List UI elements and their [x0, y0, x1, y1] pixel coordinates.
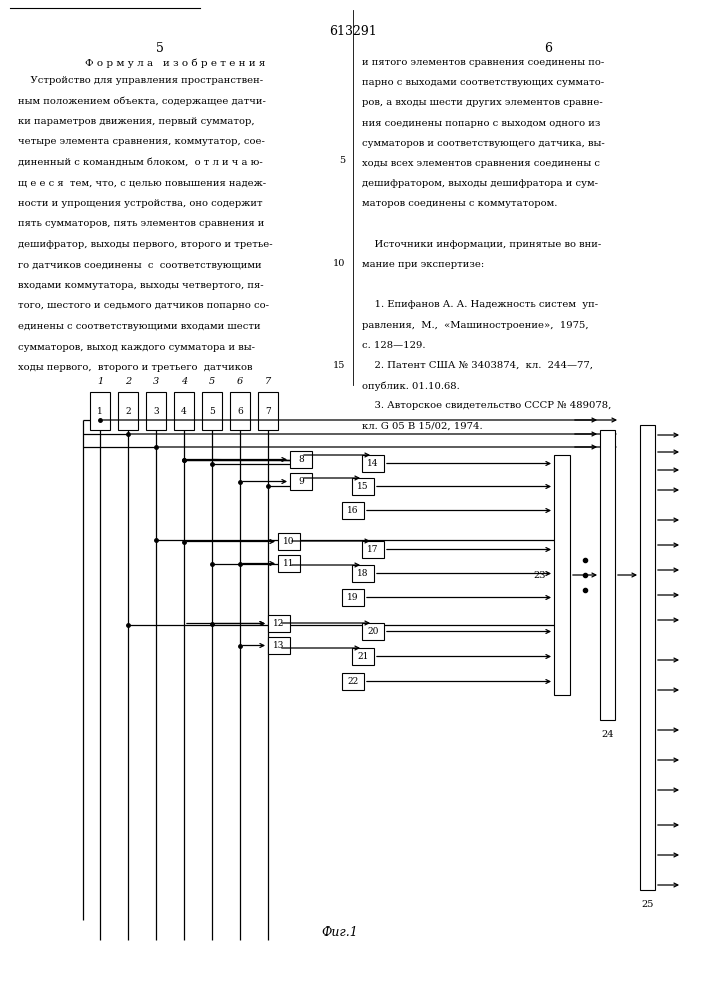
Text: кл. G 05 B 15/02, 1974.: кл. G 05 B 15/02, 1974. — [362, 422, 483, 431]
Text: Источники информации, принятые во вни-: Источники информации, принятые во вни- — [362, 240, 601, 249]
Bar — [352, 478, 374, 495]
Text: 24: 24 — [601, 730, 614, 739]
Text: 3: 3 — [153, 377, 159, 386]
Text: ния соединены попарно с выходом одного из: ния соединены попарно с выходом одного и… — [362, 119, 600, 128]
Text: Ф о р м у л а   и з о б р е т е н и я: Ф о р м у л а и з о б р е т е н и я — [85, 58, 265, 68]
Text: 25: 25 — [641, 900, 654, 909]
Bar — [258, 392, 278, 430]
Text: 15: 15 — [332, 361, 345, 370]
Text: и пятого элементов сравнения соединены по-: и пятого элементов сравнения соединены п… — [362, 58, 604, 67]
Text: 17: 17 — [367, 545, 379, 554]
Bar — [290, 451, 312, 468]
Bar — [278, 533, 300, 550]
Text: 1: 1 — [97, 406, 103, 416]
Text: 9: 9 — [298, 477, 304, 486]
Text: 16: 16 — [347, 506, 358, 515]
Text: 8: 8 — [298, 455, 304, 464]
Text: равления,  М.,  «Машиностроение»,  1975,: равления, М., «Машиностроение», 1975, — [362, 321, 589, 330]
Text: 5: 5 — [339, 156, 345, 165]
Text: 3: 3 — [153, 406, 159, 416]
Bar — [268, 615, 290, 632]
Text: сумматоров, выход каждого сумматора и вы-: сумматоров, выход каждого сумматора и вы… — [18, 342, 255, 352]
Text: 6: 6 — [544, 42, 552, 55]
Text: диненный с командным блоком,  о т л и ч а ю-: диненный с командным блоком, о т л и ч а… — [18, 158, 263, 167]
Text: 1: 1 — [97, 377, 103, 386]
Bar — [342, 502, 364, 519]
Text: того, шестого и седьмого датчиков попарно со-: того, шестого и седьмого датчиков попарн… — [18, 302, 269, 310]
Text: ходы первого,  второго и третьего  датчиков: ходы первого, второго и третьего датчико… — [18, 363, 252, 372]
Text: 7: 7 — [265, 377, 271, 386]
Text: щ е е с я  тем, что, с целью повышения надеж-: щ е е с я тем, что, с целью повышения на… — [18, 178, 266, 188]
Text: единены с соответствующими входами шести: единены с соответствующими входами шести — [18, 322, 261, 331]
Bar — [90, 392, 110, 430]
Text: ров, а входы шести других элементов сравне-: ров, а входы шести других элементов срав… — [362, 98, 603, 107]
Text: 5: 5 — [209, 377, 215, 386]
Text: четыре элемента сравнения, коммутатор, сое-: четыре элемента сравнения, коммутатор, с… — [18, 137, 265, 146]
Text: 20: 20 — [368, 627, 379, 636]
Text: 19: 19 — [347, 593, 358, 602]
Text: 14: 14 — [367, 459, 379, 468]
Bar — [278, 555, 300, 572]
Bar — [600, 430, 615, 720]
Text: 6: 6 — [237, 406, 243, 416]
Text: 21: 21 — [357, 652, 368, 661]
Text: 3. Авторское свидетельство СССР № 489078,: 3. Авторское свидетельство СССР № 489078… — [362, 401, 612, 410]
Text: ходы всех элементов сравнения соединены с: ходы всех элементов сравнения соединены … — [362, 159, 600, 168]
Text: 10: 10 — [284, 537, 295, 546]
Text: 6: 6 — [237, 377, 243, 386]
Text: го датчиков соединены  с  соответствующими: го датчиков соединены с соответствующими — [18, 260, 262, 269]
Text: 4: 4 — [181, 377, 187, 386]
Bar — [118, 392, 138, 430]
Text: 22: 22 — [347, 677, 358, 686]
Bar — [362, 541, 384, 558]
Text: 10: 10 — [332, 258, 345, 267]
Text: мание при экспертизе:: мание при экспертизе: — [362, 260, 484, 269]
Bar — [268, 637, 290, 654]
Text: пять сумматоров, пять элементов сравнения и: пять сумматоров, пять элементов сравнени… — [18, 220, 264, 229]
Text: сумматоров и соответствующего датчика, вы-: сумматоров и соответствующего датчика, в… — [362, 139, 604, 148]
Bar — [230, 392, 250, 430]
Bar — [352, 648, 374, 665]
Text: 11: 11 — [284, 559, 295, 568]
Bar — [352, 565, 374, 582]
Text: опублик. 01.10.68.: опублик. 01.10.68. — [362, 381, 460, 391]
Text: 7: 7 — [265, 406, 271, 416]
Text: Фиг.1: Фиг.1 — [322, 926, 358, 938]
Text: 13: 13 — [274, 641, 285, 650]
Text: входами коммутатора, выходы четвертого, пя-: входами коммутатора, выходы четвертого, … — [18, 281, 264, 290]
Text: Устройство для управления пространствен-: Устройство для управления пространствен- — [18, 76, 263, 85]
Bar — [554, 455, 570, 695]
Text: парно с выходами соответствующих суммато-: парно с выходами соответствующих суммато… — [362, 78, 604, 87]
Text: 5: 5 — [209, 406, 215, 416]
Text: ности и упрощения устройства, оно содержит: ности и упрощения устройства, оно содерж… — [18, 199, 262, 208]
Text: ным положением объекта, содержащее датчи-: ным положением объекта, содержащее датчи… — [18, 97, 266, 106]
Bar — [342, 673, 364, 690]
Text: с. 128—129.: с. 128—129. — [362, 341, 426, 350]
Text: 613291: 613291 — [329, 25, 377, 38]
Text: 4: 4 — [181, 406, 187, 416]
Text: 1. Епифанов А. А. Надежность систем  уп-: 1. Епифанов А. А. Надежность систем уп- — [362, 300, 598, 309]
Bar — [146, 392, 166, 430]
Text: 12: 12 — [274, 619, 285, 628]
Text: 23: 23 — [534, 570, 546, 580]
Bar — [202, 392, 222, 430]
Bar — [362, 623, 384, 640]
Text: 2: 2 — [125, 377, 131, 386]
Text: ки параметров движения, первый сумматор,: ки параметров движения, первый сумматор, — [18, 117, 255, 126]
Text: дешифратором, выходы дешифратора и сум-: дешифратором, выходы дешифратора и сум- — [362, 179, 598, 188]
Text: 2. Патент США № 3403874,  кл.  244—77,: 2. Патент США № 3403874, кл. 244—77, — [362, 361, 593, 370]
Bar — [342, 589, 364, 606]
Bar — [174, 392, 194, 430]
Text: 2: 2 — [125, 406, 131, 416]
Bar — [640, 425, 655, 890]
Text: маторов соединены с коммутатором.: маторов соединены с коммутатором. — [362, 199, 557, 208]
Text: 5: 5 — [156, 42, 164, 55]
Text: 18: 18 — [357, 569, 369, 578]
Bar — [362, 455, 384, 472]
Text: 15: 15 — [357, 482, 369, 491]
Text: дешифратор, выходы первого, второго и третье-: дешифратор, выходы первого, второго и тр… — [18, 240, 273, 249]
Bar — [290, 473, 312, 490]
